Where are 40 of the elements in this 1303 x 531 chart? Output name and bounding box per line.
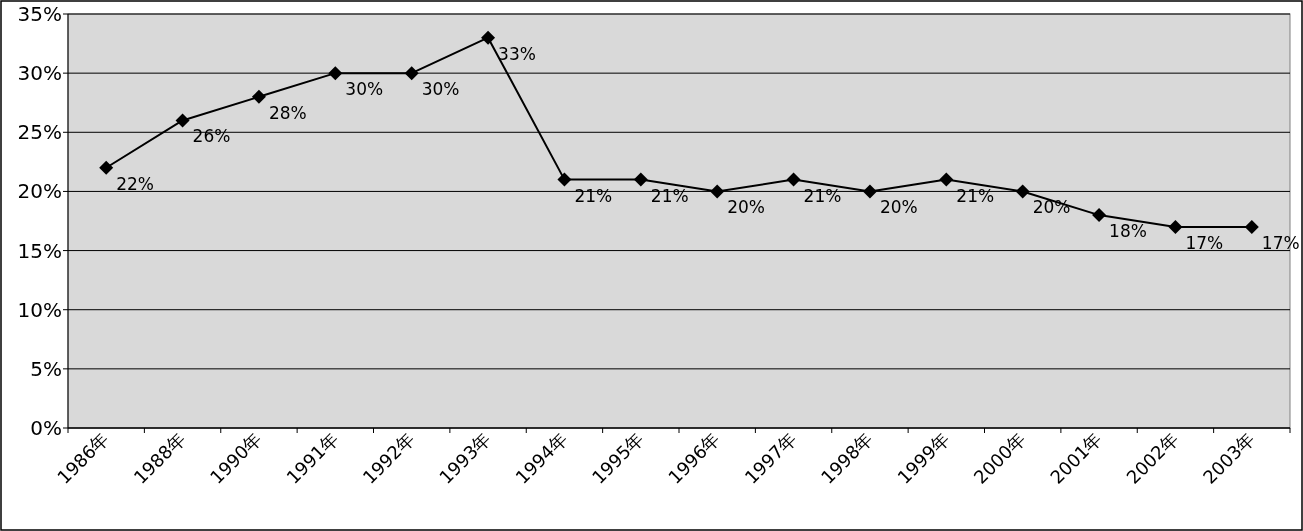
point xyxy=(557,172,572,187)
point xyxy=(328,66,343,81)
text: 18% xyxy=(1109,221,1147,242)
text: 21% xyxy=(650,185,689,206)
text: 20% xyxy=(879,197,918,218)
y-tick-label: 5% xyxy=(30,356,62,381)
point xyxy=(1168,219,1183,234)
point xyxy=(404,66,419,81)
text: 21% xyxy=(574,185,613,206)
text: 30% xyxy=(421,79,460,100)
text: 30% xyxy=(345,79,384,100)
y-tick-label: 20% xyxy=(17,179,62,204)
text: 17% xyxy=(1261,232,1300,253)
y-tick-label: 15% xyxy=(17,238,62,263)
y-tick-label: 25% xyxy=(17,120,62,145)
point xyxy=(99,160,114,175)
text: 33% xyxy=(498,43,536,64)
text: 26% xyxy=(192,126,231,147)
point xyxy=(862,184,877,199)
point xyxy=(633,172,648,187)
point xyxy=(939,172,954,187)
y-tick-label: 10% xyxy=(17,297,62,322)
text: 28% xyxy=(268,102,307,123)
y-tick-label: 30% xyxy=(17,61,62,86)
point xyxy=(1015,184,1030,199)
y-tick-label: 0% xyxy=(30,416,62,440)
point xyxy=(786,172,801,187)
point xyxy=(251,89,266,104)
point xyxy=(710,184,725,199)
point xyxy=(1092,208,1107,223)
point xyxy=(175,113,190,128)
text: 21% xyxy=(803,185,842,206)
text: 20% xyxy=(1032,197,1071,218)
text: 20% xyxy=(727,197,765,218)
point xyxy=(481,30,496,45)
text: 17% xyxy=(1185,232,1224,253)
point xyxy=(1244,219,1259,234)
text: 22% xyxy=(116,173,154,194)
y-tick-label: 35% xyxy=(17,2,62,26)
text: 21% xyxy=(956,185,995,206)
